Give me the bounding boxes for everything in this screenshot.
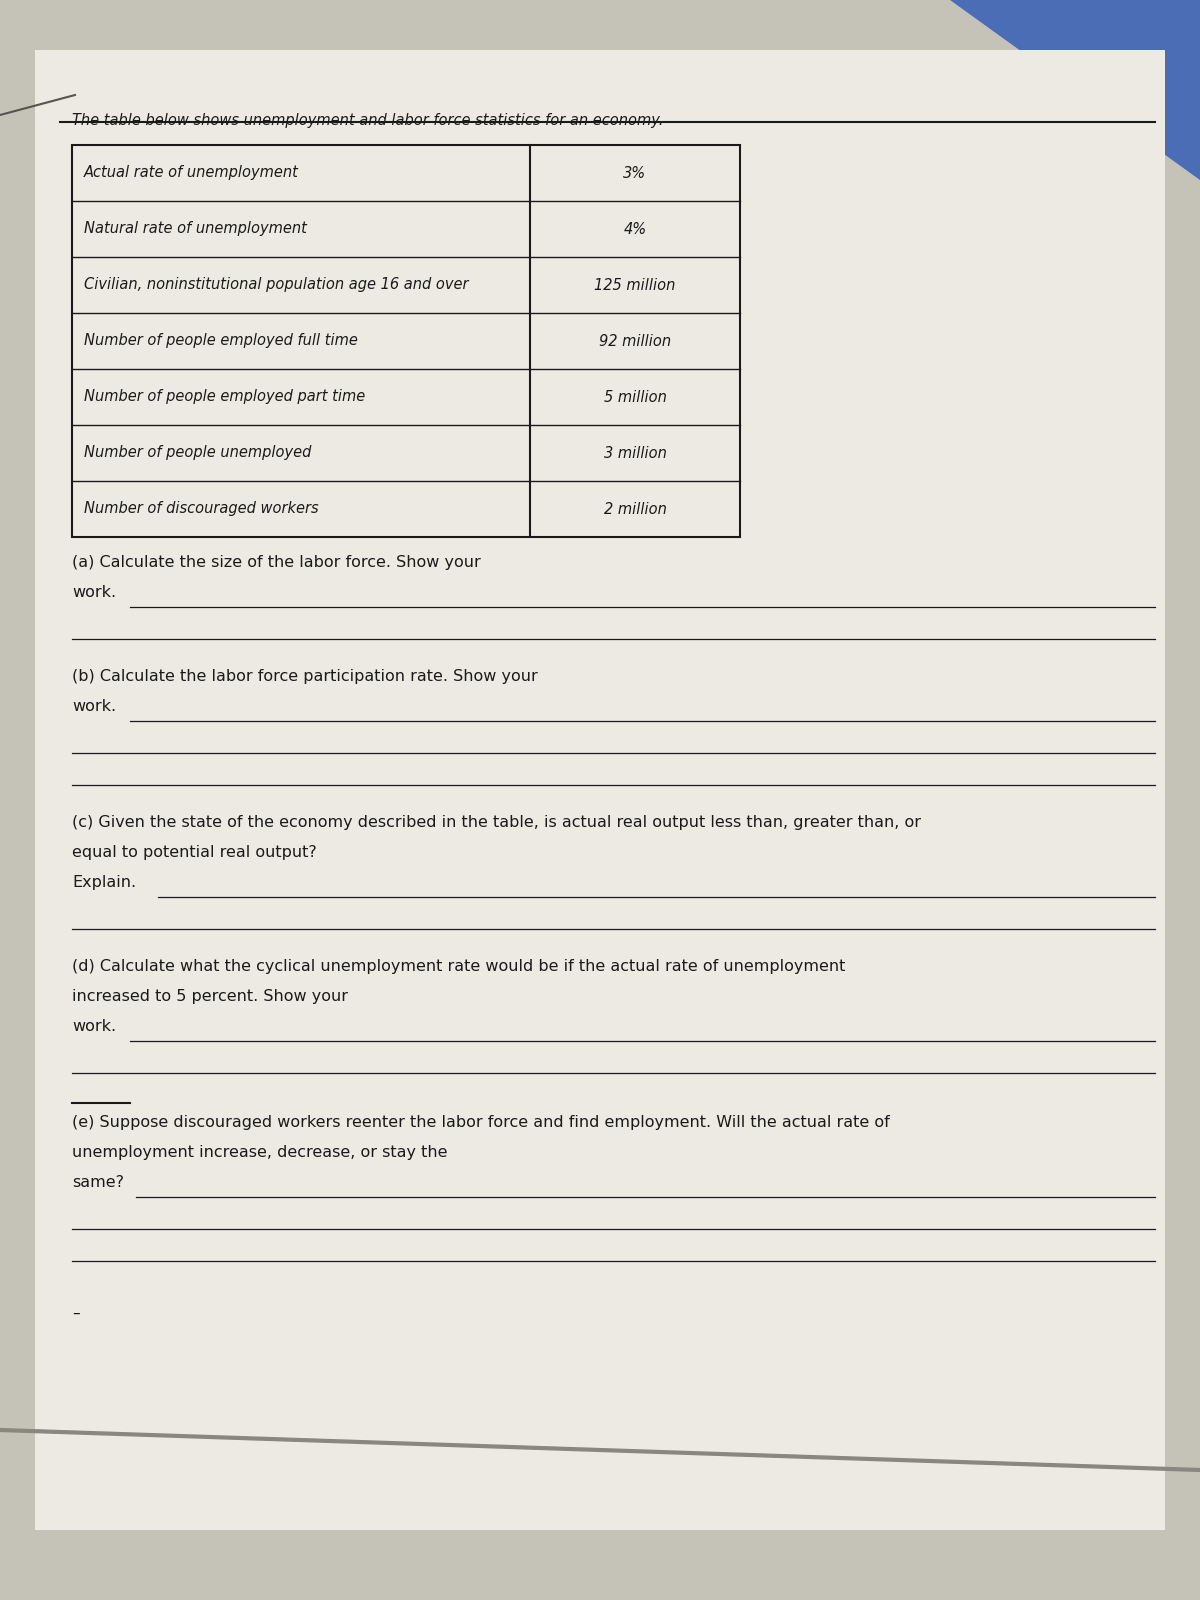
Text: unemployment increase, decrease, or stay the: unemployment increase, decrease, or stay…	[72, 1146, 448, 1160]
Text: 3%: 3%	[624, 165, 647, 181]
Text: 4%: 4%	[624, 221, 647, 237]
Polygon shape	[950, 0, 1200, 179]
Text: work.: work.	[72, 1019, 116, 1034]
Text: The table below shows unemployment and labor force statistics for an economy.: The table below shows unemployment and l…	[72, 112, 664, 128]
Text: Actual rate of unemployment: Actual rate of unemployment	[84, 165, 299, 181]
Text: work.: work.	[72, 699, 116, 714]
Text: 2 million: 2 million	[604, 501, 666, 517]
Text: 92 million: 92 million	[599, 333, 671, 349]
Bar	[72, 146, 740, 538]
Text: Explain.: Explain.	[72, 875, 136, 890]
Text: (d) Calculate what the cyclical unemployment rate would be if the actual rate of: (d) Calculate what the cyclical unemploy…	[72, 958, 845, 974]
Text: work.: work.	[72, 586, 116, 600]
Text: (a) Calculate the size of the labor force. Show your: (a) Calculate the size of the labor forc…	[72, 555, 481, 570]
Text: 3 million: 3 million	[604, 445, 666, 461]
Text: Number of people unemployed: Number of people unemployed	[84, 445, 311, 461]
Text: (e) Suppose discouraged workers reenter the labor force and find employment. Wil: (e) Suppose discouraged workers reenter …	[72, 1115, 889, 1130]
Text: Natural rate of unemployment: Natural rate of unemployment	[84, 221, 307, 237]
Text: –: –	[72, 1306, 79, 1322]
Text: Number of discouraged workers: Number of discouraged workers	[84, 501, 319, 517]
Text: increased to 5 percent. Show your: increased to 5 percent. Show your	[72, 989, 348, 1005]
Text: same?: same?	[72, 1174, 124, 1190]
Text: equal to potential real output?: equal to potential real output?	[72, 845, 317, 861]
Text: (b) Calculate the labor force participation rate. Show your: (b) Calculate the labor force participat…	[72, 669, 538, 685]
Text: (c) Given the state of the economy described in the table, is actual real output: (c) Given the state of the economy descr…	[72, 814, 922, 830]
Text: 5 million: 5 million	[604, 389, 666, 405]
Text: 125 million: 125 million	[594, 277, 676, 293]
Text: Number of people employed part time: Number of people employed part time	[84, 389, 365, 405]
Text: Number of people employed full time: Number of people employed full time	[84, 333, 358, 349]
Text: Civilian, noninstitutional population age 16 and over: Civilian, noninstitutional population ag…	[84, 277, 468, 293]
